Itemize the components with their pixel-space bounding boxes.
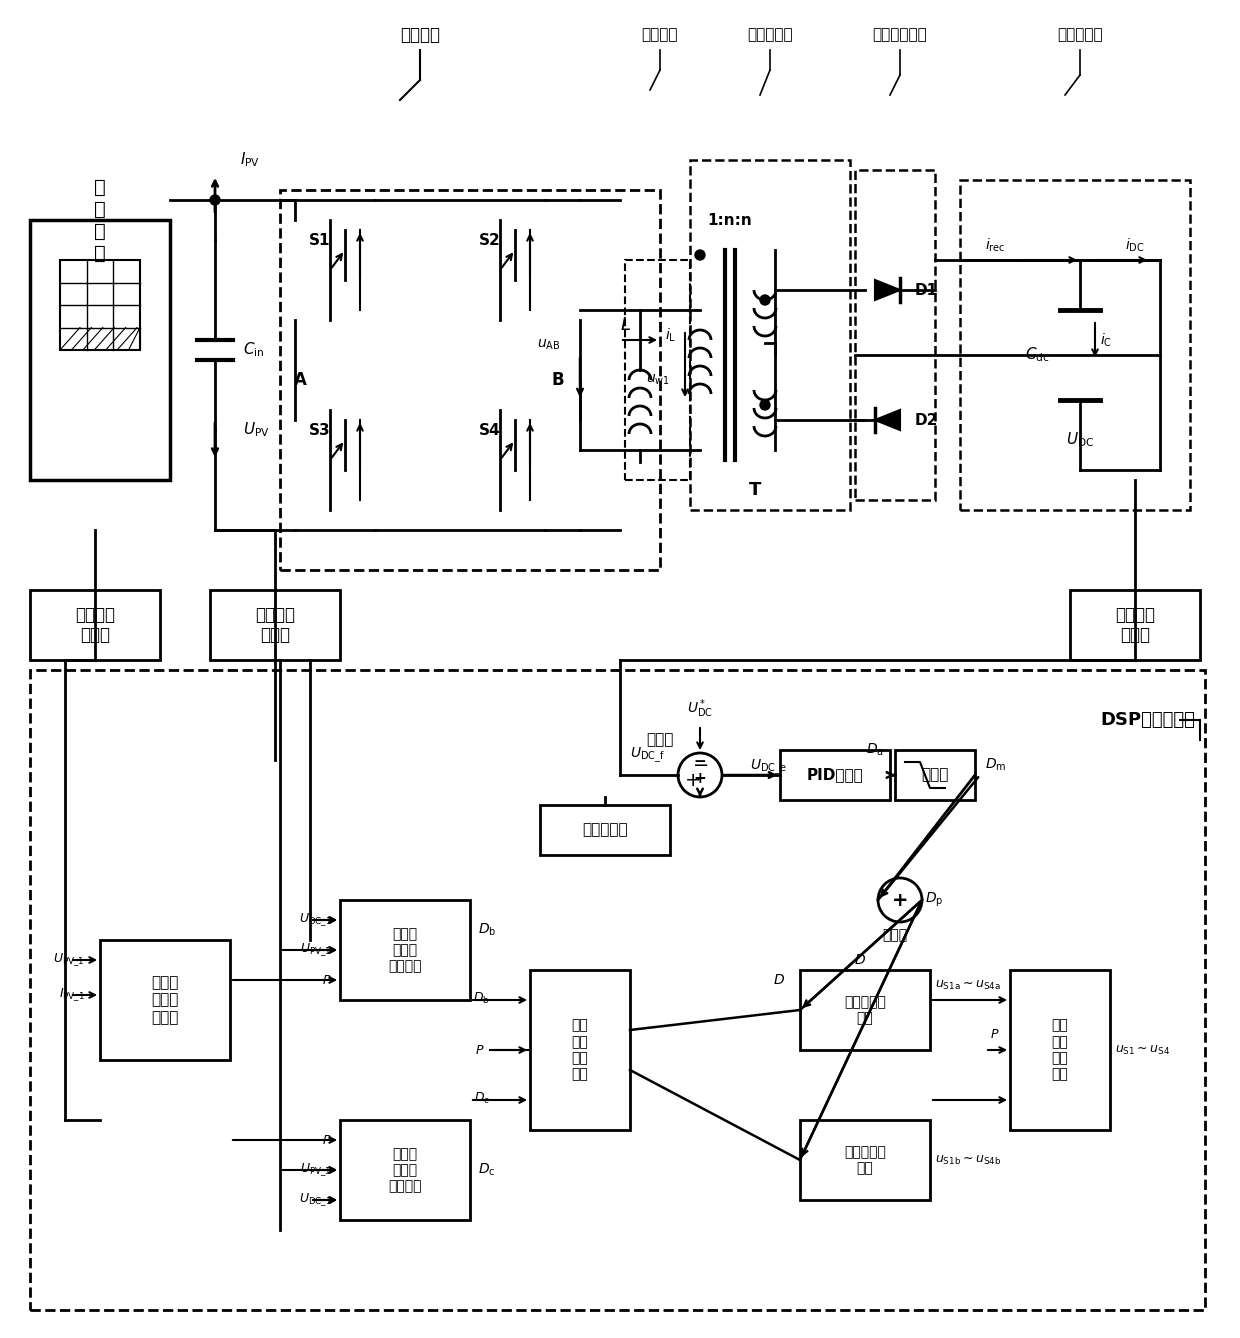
Text: 第一占
控比预
计算模块: 第一占 控比预 计算模块 bbox=[388, 927, 422, 973]
Text: $P$: $P$ bbox=[322, 974, 332, 986]
Text: $D_{\mathrm{a}}$: $D_{\mathrm{a}}$ bbox=[866, 741, 884, 759]
Text: +: + bbox=[892, 891, 908, 910]
Text: $I_{\mathrm{PV\_1}}$: $I_{\mathrm{PV\_1}}$ bbox=[60, 986, 86, 1004]
Text: 第二
模式
选择
开关: 第二 模式 选择 开关 bbox=[1052, 1018, 1069, 1081]
FancyBboxPatch shape bbox=[539, 805, 670, 855]
Text: $D_{\mathrm{c}}$: $D_{\mathrm{c}}$ bbox=[477, 1161, 496, 1179]
FancyBboxPatch shape bbox=[30, 219, 170, 480]
FancyBboxPatch shape bbox=[895, 751, 975, 800]
Text: $u_{\mathrm{w1}}$: $u_{\mathrm{w1}}$ bbox=[646, 373, 670, 387]
Text: 输出滤波器: 输出滤波器 bbox=[1058, 28, 1102, 43]
Text: 第一电流
传感器: 第一电流 传感器 bbox=[74, 606, 115, 645]
Text: $P$: $P$ bbox=[991, 1029, 999, 1041]
Circle shape bbox=[760, 400, 770, 409]
Text: 减法器: 减法器 bbox=[646, 732, 673, 748]
FancyBboxPatch shape bbox=[1011, 970, 1110, 1131]
Text: 1:n:n: 1:n:n bbox=[708, 213, 753, 227]
Text: $+$: $+$ bbox=[683, 771, 701, 789]
Text: $L$: $L$ bbox=[620, 316, 630, 334]
Text: D2: D2 bbox=[915, 412, 939, 428]
Circle shape bbox=[694, 250, 706, 260]
Text: 信号发生器: 信号发生器 bbox=[583, 823, 627, 838]
FancyBboxPatch shape bbox=[800, 1120, 930, 1200]
Text: $U_{\mathrm{DC\_e}}$: $U_{\mathrm{DC\_e}}$ bbox=[750, 757, 786, 776]
Text: $U_{\mathrm{DC}}$: $U_{\mathrm{DC}}$ bbox=[1066, 431, 1094, 450]
Text: DSP数字控制器: DSP数字控制器 bbox=[1100, 710, 1195, 729]
Text: $D_{\mathrm{p}}$: $D_{\mathrm{p}}$ bbox=[925, 891, 944, 909]
Text: $D_{\mathrm{c}}$: $D_{\mathrm{c}}$ bbox=[474, 1090, 490, 1105]
Text: $i_{\mathrm{L}}$: $i_{\mathrm{L}}$ bbox=[665, 326, 676, 344]
Text: $D$: $D$ bbox=[854, 953, 866, 967]
Text: $u_{\mathrm{S1a}}\sim u_{\mathrm{S4a}}$: $u_{\mathrm{S1a}}\sim u_{\mathrm{S4a}}$ bbox=[935, 978, 1001, 991]
Text: $U_{\mathrm{PV\_1}}$: $U_{\mathrm{PV\_1}}$ bbox=[53, 951, 86, 969]
Text: 缓冲电感: 缓冲电感 bbox=[642, 28, 678, 43]
FancyBboxPatch shape bbox=[340, 1120, 470, 1220]
Text: 限幅器: 限幅器 bbox=[921, 768, 949, 783]
Text: $u_{\mathrm{S1}}\sim u_{\mathrm{S4}}$: $u_{\mathrm{S1}}\sim u_{\mathrm{S4}}$ bbox=[1115, 1044, 1171, 1057]
FancyBboxPatch shape bbox=[100, 941, 229, 1060]
Text: 高频变压器: 高频变压器 bbox=[748, 28, 792, 43]
Text: 第一信号调
制器: 第一信号调 制器 bbox=[844, 995, 885, 1025]
Text: 第一电压
传感器: 第一电压 传感器 bbox=[255, 606, 295, 645]
Text: 第二信号调
制器: 第二信号调 制器 bbox=[844, 1145, 885, 1175]
Text: $P$: $P$ bbox=[322, 1133, 332, 1147]
Polygon shape bbox=[875, 280, 900, 300]
Text: $P$: $P$ bbox=[475, 1044, 485, 1057]
Text: 第二电压
传感器: 第二电压 传感器 bbox=[1115, 606, 1154, 645]
Text: $i_{\mathrm{DC}}$: $i_{\mathrm{DC}}$ bbox=[1125, 237, 1145, 254]
Text: $D_{\mathrm{b}}$: $D_{\mathrm{b}}$ bbox=[477, 922, 496, 938]
Text: 全桥电路: 全桥电路 bbox=[401, 25, 440, 44]
Text: $u_{\mathrm{S1b}}\sim u_{\mathrm{S4b}}$: $u_{\mathrm{S1b}}\sim u_{\mathrm{S4b}}$ bbox=[935, 1153, 1002, 1167]
Text: −
+: − + bbox=[693, 753, 707, 787]
Text: $-$: $-$ bbox=[692, 753, 708, 772]
Text: T: T bbox=[749, 480, 761, 499]
Text: $D_{\mathrm{m}}$: $D_{\mathrm{m}}$ bbox=[985, 757, 1007, 773]
Text: $U_{\mathrm{DC\_f}}$: $U_{\mathrm{DC\_f}}$ bbox=[630, 745, 665, 765]
Text: $i_{\mathrm{rec}}$: $i_{\mathrm{rec}}$ bbox=[985, 237, 1006, 254]
Text: $U_{\mathrm{PV\_1}}$: $U_{\mathrm{PV\_1}}$ bbox=[300, 942, 332, 958]
Text: S4: S4 bbox=[479, 423, 501, 438]
Text: $U_{\mathrm{PV\_1}}$: $U_{\mathrm{PV\_1}}$ bbox=[300, 1161, 332, 1179]
Text: $C_{\mathrm{in}}$: $C_{\mathrm{in}}$ bbox=[243, 341, 264, 360]
Text: $U_{\mathrm{DC\_1}}$: $U_{\mathrm{DC\_1}}$ bbox=[299, 911, 332, 929]
FancyBboxPatch shape bbox=[1070, 590, 1200, 660]
Text: $U_{\mathrm{DC}}^*$: $U_{\mathrm{DC}}^*$ bbox=[687, 697, 713, 720]
Text: A: A bbox=[294, 371, 306, 389]
Text: S1: S1 bbox=[309, 233, 331, 248]
Polygon shape bbox=[875, 409, 900, 429]
Text: $C_{\mathrm{dc}}$: $C_{\mathrm{dc}}$ bbox=[1025, 345, 1050, 364]
Text: $U_{\mathrm{PV}}$: $U_{\mathrm{PV}}$ bbox=[243, 420, 270, 439]
FancyBboxPatch shape bbox=[60, 260, 140, 351]
Circle shape bbox=[760, 294, 770, 305]
Text: $I_{\mathrm{PV}}$: $I_{\mathrm{PV}}$ bbox=[241, 151, 260, 170]
Text: D1: D1 bbox=[915, 282, 939, 297]
Text: 第一
模式
选择
开关: 第一 模式 选择 开关 bbox=[572, 1018, 588, 1081]
Text: 第二占
控比预
计算模块: 第二占 控比预 计算模块 bbox=[388, 1147, 422, 1193]
Text: S3: S3 bbox=[309, 423, 331, 438]
Text: $i_{\mathrm{C}}$: $i_{\mathrm{C}}$ bbox=[1100, 332, 1112, 349]
Text: B: B bbox=[552, 371, 564, 389]
FancyBboxPatch shape bbox=[780, 751, 890, 800]
Text: 全波整流电路: 全波整流电路 bbox=[873, 28, 928, 43]
Text: PID调节器: PID调节器 bbox=[807, 768, 863, 783]
FancyBboxPatch shape bbox=[30, 590, 160, 660]
Text: 加法器: 加法器 bbox=[883, 929, 908, 942]
Circle shape bbox=[210, 195, 219, 205]
Text: 最大功
率点跟
踪模块: 最大功 率点跟 踪模块 bbox=[151, 975, 179, 1025]
Text: $u_{\mathrm{AB}}$: $u_{\mathrm{AB}}$ bbox=[537, 337, 560, 352]
Text: S2: S2 bbox=[479, 233, 501, 248]
Text: 光
伏
电
池: 光 伏 电 池 bbox=[94, 178, 105, 262]
Text: $D_{\mathrm{b}}$: $D_{\mathrm{b}}$ bbox=[474, 990, 490, 1006]
Text: $U_{\mathrm{DC\_1}}$: $U_{\mathrm{DC\_1}}$ bbox=[299, 1192, 332, 1208]
FancyBboxPatch shape bbox=[210, 590, 340, 660]
FancyBboxPatch shape bbox=[340, 900, 470, 999]
Text: $D$: $D$ bbox=[773, 973, 785, 987]
FancyBboxPatch shape bbox=[529, 970, 630, 1131]
FancyBboxPatch shape bbox=[800, 970, 930, 1050]
